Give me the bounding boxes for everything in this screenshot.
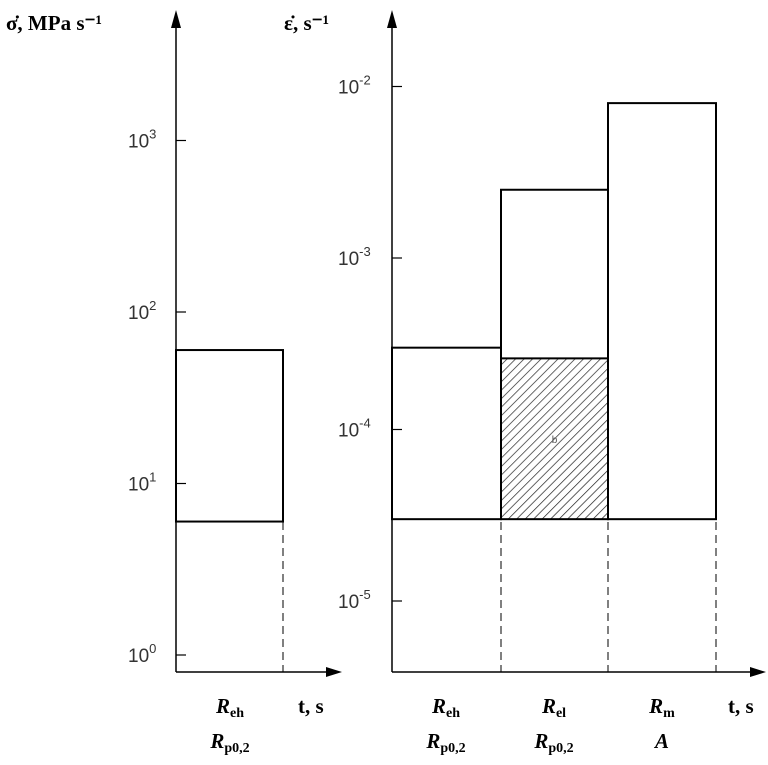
y-tick-label: 10-4: [338, 416, 371, 442]
hatch-note: b: [552, 435, 558, 446]
phase-label: Rel: [541, 694, 566, 721]
y-tick-label: 10-3: [338, 244, 371, 270]
y-tick-label: 102: [128, 298, 156, 324]
stress-rate-x-arrow: [326, 667, 342, 677]
phase-label: Rp0,2: [425, 729, 465, 756]
phase-label: Rp0,2: [209, 729, 249, 756]
phase-label: Reh: [431, 694, 460, 721]
stress-rate-axis-title: σ̇, MPa s⁻¹: [6, 11, 102, 35]
phase-bar: [607, 102, 717, 521]
y-tick-label: 10-2: [338, 73, 371, 99]
strain-rate-x-label: t, s: [728, 694, 754, 718]
y-tick-label: 10-5: [338, 587, 371, 613]
y-tick-label: 101: [128, 470, 156, 496]
phase-label: Rm: [648, 694, 675, 721]
strain-rate-x-arrow: [750, 667, 766, 677]
stress-rate-marks: 100 101 102 103 Reh Rp0,2: [128, 127, 284, 756]
y-tick-label: 100: [128, 641, 156, 667]
phase-bar: [391, 346, 502, 521]
phase-label: A: [653, 729, 669, 753]
strain-rate-axis-title: ε̇, s⁻¹: [284, 11, 329, 35]
strain-rate-chart: ε̇, s⁻¹ t, s 10-5 10-4 10-3 10-2 Reh Rp0,2 b Re…: [284, 10, 766, 756]
stress-rate-x-label: t, s: [298, 694, 324, 718]
phase-label: Reh: [215, 694, 244, 721]
phase-bar: [175, 349, 284, 523]
phase-label: Rp0,2: [533, 729, 573, 756]
strain-rate-marks: 10-5 10-4 10-3 10-2 Reh Rp0,2 b Rel Rp0,2 Rm A: [338, 73, 717, 756]
y-tick-label: 103: [128, 127, 156, 153]
strain-rate-y-arrow: [387, 10, 397, 28]
hatched-area: [501, 358, 608, 520]
stress-rate-y-arrow: [171, 10, 181, 28]
stress-rate-chart: σ̇, MPa s⁻¹ t, s 100 101 102 103 Reh Rp0,2: [6, 10, 342, 756]
